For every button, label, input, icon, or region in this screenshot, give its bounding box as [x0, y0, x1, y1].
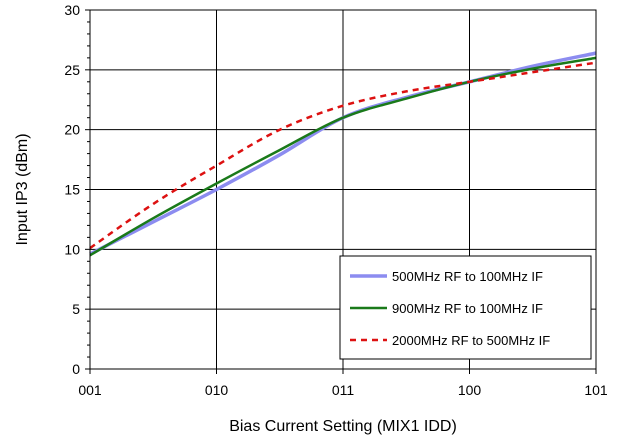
x-tick-label: 001: [78, 382, 102, 398]
y-tick-label: 0: [72, 361, 80, 377]
series-line-3: [89, 61, 597, 250]
series-lines: [89, 51, 597, 257]
y-axis-title: Input IP3 (dBm): [14, 133, 31, 245]
legend-label-2: 900MHz RF to 100MHz IF: [392, 301, 543, 316]
axis-ticks: [85, 9, 597, 374]
legend-label-3: 2000MHz RF to 500MHz IF: [392, 333, 550, 348]
x-tick-label: 101: [584, 382, 608, 398]
y-tick-label: 15: [64, 182, 80, 198]
y-tick-label: 10: [64, 241, 80, 257]
x-tick-label: 011: [332, 382, 355, 398]
y-tick-label: 5: [72, 301, 80, 317]
legend-label-1: 500MHz RF to 100MHz IF: [392, 269, 543, 284]
x-tick-label: 010: [205, 382, 229, 398]
legend: 500MHz RF to 100MHz IF 900MHz RF to 100MH…: [339, 255, 592, 360]
x-tick-labels: 001 010 011 100 101: [78, 382, 608, 398]
y-tick-label: 30: [64, 2, 80, 18]
x-tick-label: 100: [458, 382, 482, 398]
y-tick-label: 25: [64, 62, 80, 78]
x-axis-title: Bias Current Setting (MIX1 IDD): [229, 418, 457, 435]
series-line-2: [89, 56, 597, 257]
y-tick-labels: 0 5 10 15 20 25 30: [64, 2, 80, 377]
y-tick-label: 20: [64, 122, 80, 138]
